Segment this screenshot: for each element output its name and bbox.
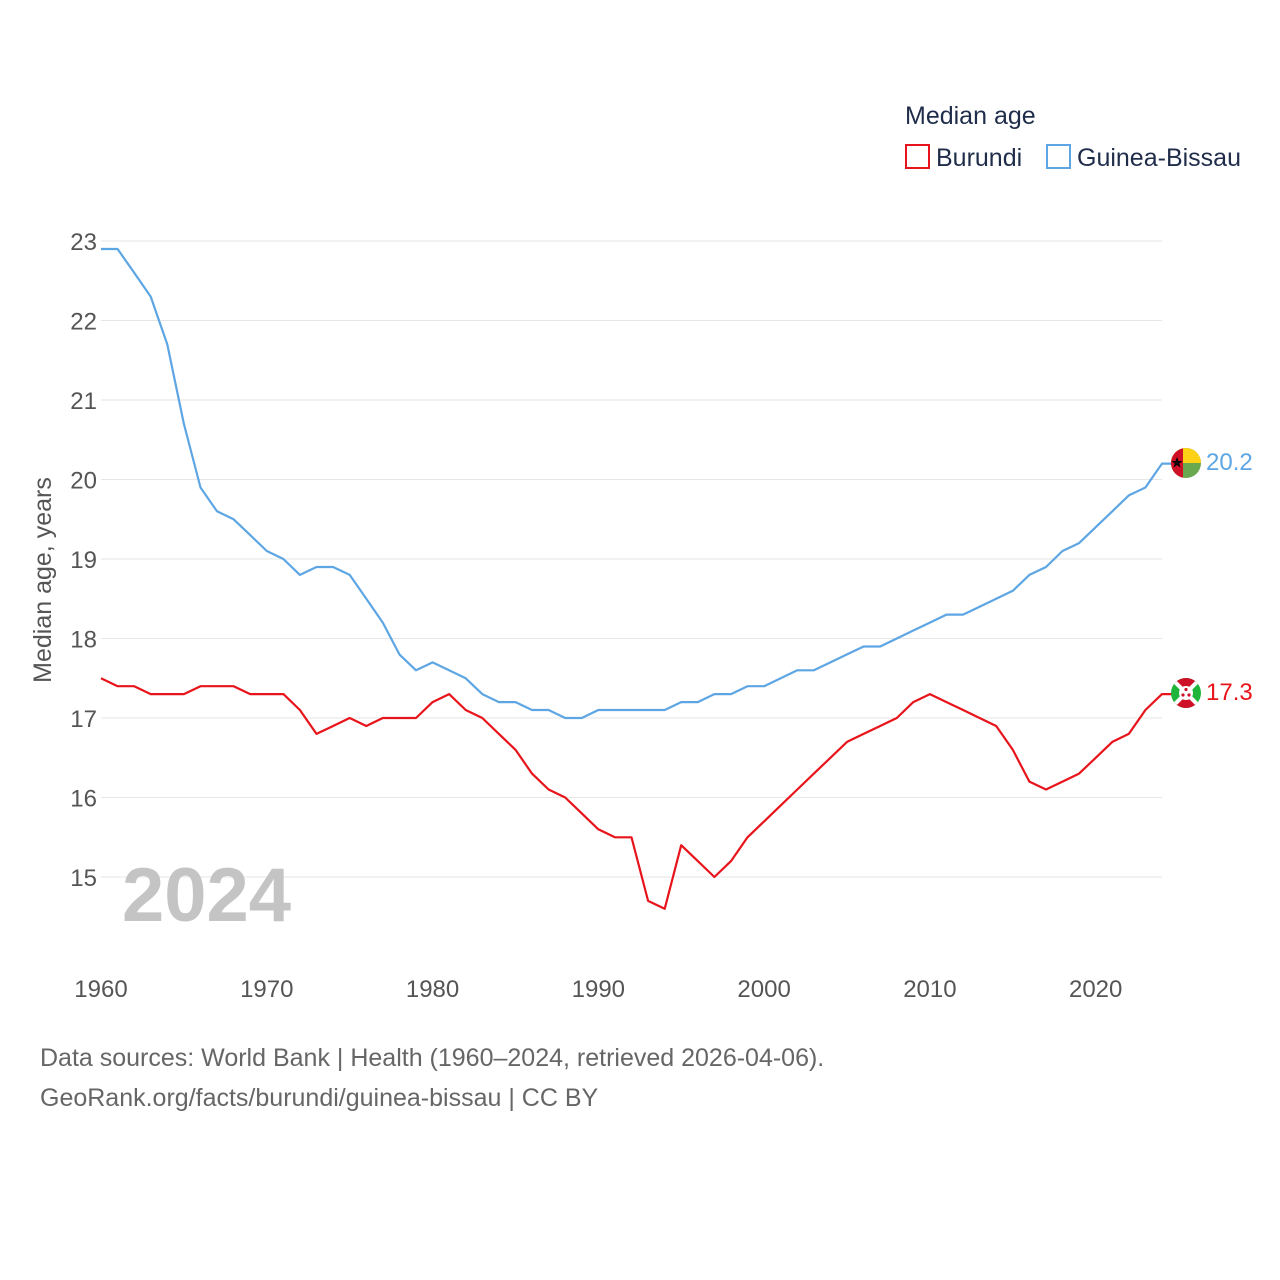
y-tick-label: 17 bbox=[70, 706, 97, 733]
legend-swatch-burundi bbox=[905, 144, 930, 169]
x-tick-label: 1980 bbox=[406, 976, 459, 1003]
y-tick-label: 22 bbox=[70, 309, 97, 336]
x-tick-label: 2020 bbox=[1069, 976, 1122, 1003]
x-axis-ticks: 1960 1970 1980 1990 2000 2010 2020 bbox=[74, 976, 1122, 1003]
grid-lines bbox=[101, 240, 1162, 878]
end-label-burundi: 17.3 bbox=[1206, 679, 1253, 706]
x-tick-label: 2000 bbox=[737, 976, 790, 1003]
guinea-bissau-flag-icon bbox=[1171, 448, 1201, 478]
x-tick-label: 2010 bbox=[903, 976, 956, 1003]
legend-label-burundi: Burundi bbox=[936, 144, 1022, 172]
burundi-flag-icon bbox=[1171, 678, 1201, 708]
x-tick-label: 1960 bbox=[74, 976, 127, 1003]
legend-label-guinea-bissau: Guinea-Bissau bbox=[1077, 144, 1241, 172]
y-tick-label: 18 bbox=[70, 627, 97, 654]
series-line-burundi bbox=[100, 677, 1174, 910]
legend: Median age Burundi Guinea-Bissau bbox=[905, 102, 1241, 172]
footer-sources: Data sources: World Bank | Health (1960–… bbox=[40, 1044, 825, 1072]
footer-attribution: GeoRank.org/facts/burundi/guinea-bissau … bbox=[40, 1084, 599, 1112]
y-tick-label: 15 bbox=[70, 865, 97, 892]
y-tick-label: 19 bbox=[70, 547, 97, 574]
y-tick-label: 21 bbox=[70, 388, 97, 415]
x-tick-label: 1990 bbox=[572, 976, 625, 1003]
end-label-guinea-bissau: 20.2 bbox=[1206, 449, 1253, 476]
y-axis-label: Median age, years bbox=[29, 477, 57, 683]
series-line-guinea-bissau bbox=[101, 247, 1174, 720]
year-watermark: 2024 bbox=[122, 853, 291, 938]
legend-swatch-guinea-bissau bbox=[1046, 144, 1071, 169]
y-tick-label: 20 bbox=[70, 468, 97, 495]
series-lines bbox=[100, 247, 1174, 910]
x-tick-label: 1970 bbox=[240, 976, 293, 1003]
line-chart: 15 16 17 18 19 20 21 22 23 1960 1970 1980 1990 2000 2… bbox=[29, 102, 1253, 1003]
legend-title: Median age bbox=[905, 102, 1036, 130]
y-tick-label: 16 bbox=[70, 786, 97, 813]
y-axis-ticks: 15 16 17 18 19 20 21 22 23 bbox=[70, 229, 97, 892]
y-tick-label: 23 bbox=[70, 229, 97, 256]
